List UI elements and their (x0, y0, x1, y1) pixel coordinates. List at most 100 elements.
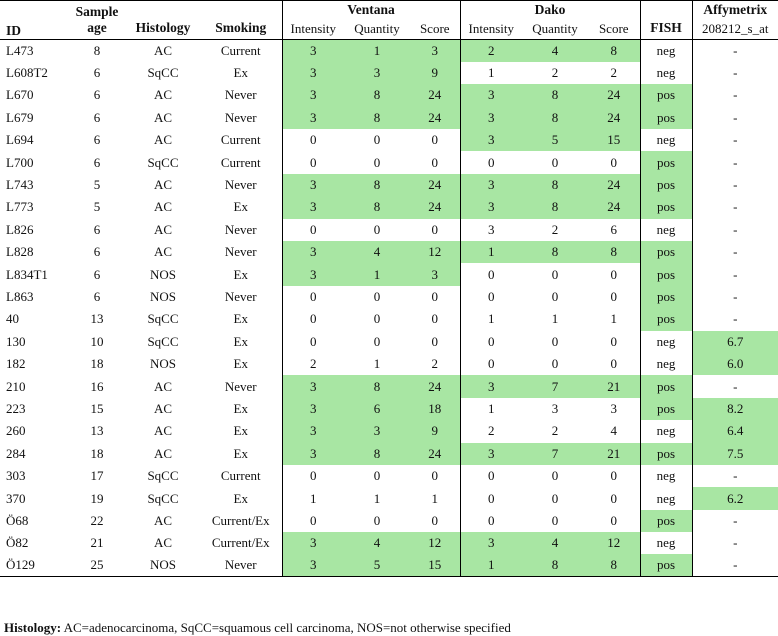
cell-ventana-score: 0 (431, 512, 439, 528)
cell-ventana-intensity: 3 (281, 397, 344, 421)
cell-sample-age: 18 (90, 356, 104, 372)
cell-dako-score: 8 (588, 241, 641, 264)
cell-fish: pos (639, 442, 693, 465)
cell-ventana-quantity: 0 (373, 132, 381, 148)
cell-id: 303 (6, 468, 26, 484)
cell-smoking: Never (224, 378, 257, 394)
cell-sample-age: 21 (90, 535, 104, 551)
cell-fish: neg (639, 39, 693, 62)
cell-histology: NOS (149, 288, 176, 304)
cell-fish: pos (639, 375, 693, 398)
cell-dako-quantity: 5 (522, 129, 588, 152)
table-body: L473 8 AC Current 3 1 3 2 4 8 neg - L608T2 6 SqCC Ex 3 3 9… (0, 39, 778, 577)
cell-affymetrix: 6.7 (691, 330, 778, 353)
cell-dako-quantity: 3 (551, 400, 559, 416)
cell-dako-score: 15 (588, 129, 641, 152)
cell-smoking: Ex (233, 311, 248, 327)
cell-id: Ö68 (6, 512, 29, 528)
table-row: L773 5 AC Ex 3 8 24 3 8 24 pos - (0, 196, 778, 219)
cell-dako-score: 0 (610, 490, 618, 506)
cell-dako-intensity: 1 (459, 308, 522, 331)
cell-dako-quantity: 7 (522, 442, 588, 465)
cell-dako-score: 12 (588, 532, 641, 555)
cell-ventana-score: 0 (431, 288, 439, 304)
cell-id: 40 (6, 311, 19, 327)
table-row: 223 15 AC Ex 3 6 18 1 3 3 pos 8.2 (0, 397, 778, 421)
cell-ventana-intensity: 0 (281, 218, 344, 242)
cell-dako-quantity: 8 (522, 241, 588, 264)
cell-histology: SqCC (147, 311, 179, 327)
cell-dako-score: 24 (588, 196, 641, 219)
cell-id: 370 (6, 490, 26, 506)
header-ventana-quantity: Quantity (354, 21, 400, 36)
cell-ventana-quantity: 6 (344, 397, 410, 421)
cell-affymetrix: 8.2 (691, 397, 778, 421)
table-row: 284 18 AC Ex 3 8 24 3 7 21 pos 7.5 (0, 442, 778, 465)
header-sample-age-line2: age (87, 20, 107, 35)
header-sample-age: Sample age (68, 1, 126, 40)
cell-id: L828 (6, 244, 34, 260)
cell-ventana-intensity: 3 (281, 263, 344, 286)
cell-histology: AC (153, 109, 173, 125)
cell-fish: pos (639, 397, 693, 421)
cell-id: 182 (6, 356, 26, 372)
cell-dako-score: 0 (610, 333, 618, 349)
cell-dako-quantity: 8 (522, 106, 588, 130)
cell-dako-score: 24 (588, 173, 641, 197)
cell-smoking: Ex (233, 445, 248, 461)
cell-ventana-score: 3 (410, 39, 460, 62)
cell-dako-score: 0 (610, 288, 618, 304)
cell-fish: neg (639, 532, 693, 555)
table-row: L828 6 AC Never 3 4 12 1 8 8 pos - (0, 241, 778, 264)
cell-fish: neg (639, 61, 693, 85)
cell-ventana-score: 0 (431, 132, 439, 148)
cell-ventana-intensity: 0 (281, 129, 344, 152)
cell-id: 210 (6, 378, 26, 394)
cell-dako-intensity: 3 (459, 106, 522, 130)
cell-ventana-intensity: 1 (281, 487, 344, 510)
footnote-label: Histology: (4, 620, 62, 635)
cell-ventana-quantity: 8 (344, 84, 410, 107)
cell-affymetrix: - (691, 263, 778, 286)
cell-smoking: Never (224, 87, 257, 103)
cell-dako-quantity: 7 (522, 375, 588, 398)
cell-dako-score: 8 (588, 39, 641, 62)
cell-ventana-intensity: 3 (281, 442, 344, 465)
cell-fish: pos (639, 509, 693, 533)
cell-dako-score: 24 (588, 84, 641, 107)
cell-dako-intensity: 0 (459, 151, 522, 174)
cell-ventana-quantity: 8 (344, 196, 410, 219)
cell-smoking: Current (220, 42, 261, 58)
cell-id: L694 (6, 132, 34, 148)
cell-dako-intensity: 0 (459, 509, 522, 533)
cell-fish: pos (639, 285, 693, 309)
cell-dako-quantity: 2 (551, 423, 559, 439)
table-row: L826 6 AC Never 0 0 0 3 2 6 neg - (0, 218, 778, 242)
cell-id: L863 (6, 288, 34, 304)
cell-ventana-score: 15 (410, 554, 460, 577)
cell-ventana-score: 9 (410, 420, 460, 443)
cell-smoking: Never (224, 109, 257, 125)
cell-affymetrix: - (691, 464, 778, 488)
cell-smoking: Ex (233, 490, 248, 506)
cell-ventana-intensity: 2 (281, 352, 344, 376)
cell-sample-age: 5 (93, 199, 101, 215)
cell-ventana-score: 24 (410, 375, 460, 398)
cell-dako-score: 0 (610, 266, 618, 282)
cell-id: Ö82 (6, 535, 29, 551)
cell-sample-age: 6 (93, 288, 101, 304)
cell-ventana-intensity: 0 (281, 308, 344, 331)
cell-affymetrix: - (691, 39, 778, 62)
cell-id: L608T2 (6, 65, 48, 81)
cell-histology: AC (153, 445, 173, 461)
cell-dako-quantity: 0 (551, 356, 559, 372)
cell-affymetrix: - (691, 129, 778, 152)
cell-ventana-quantity: 1 (344, 263, 410, 286)
cell-ventana-score: 0 (431, 311, 439, 327)
table-row: Ö82 21 AC Current/Ex 3 4 12 3 4 12 neg - (0, 532, 778, 555)
table-row: 130 10 SqCC Ex 0 0 0 0 0 0 neg 6.7 (0, 330, 778, 353)
cell-ventana-score: 9 (410, 61, 460, 85)
cell-ventana-quantity: 8 (344, 375, 410, 398)
table-row: L863 6 NOS Never 0 0 0 0 0 0 pos - (0, 285, 778, 309)
cell-ventana-score: 1 (431, 490, 439, 506)
